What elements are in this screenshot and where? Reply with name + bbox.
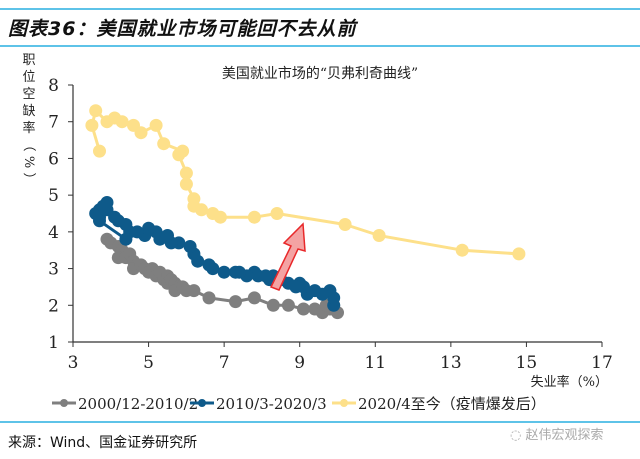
x-tick-label: 17 — [591, 353, 613, 373]
data-point — [157, 137, 171, 151]
y-axis-label-char: 缺 — [22, 104, 35, 119]
watermark: ◌ 赵伟宏观探索 — [510, 424, 604, 443]
data-point — [127, 118, 140, 132]
data-point — [281, 298, 295, 312]
y-axis-label-char: 率 — [22, 120, 35, 136]
data-point — [266, 298, 280, 312]
data-point — [187, 192, 201, 206]
y-tick-label: 2 — [48, 296, 59, 316]
source-note: 来源：Wind、国金证券研究所 — [8, 435, 198, 451]
data-point — [85, 118, 99, 132]
series-0 — [100, 232, 344, 320]
bottom-rule — [0, 421, 640, 423]
y-axis-label-char: 空 — [22, 87, 35, 102]
y-axis-label-char: 职 — [22, 53, 35, 68]
red-arrow-icon — [269, 222, 306, 291]
y-tick-label: 4 — [48, 223, 59, 243]
y-tick-label: 5 — [48, 186, 59, 206]
annotation-arrow — [269, 222, 306, 291]
data-point — [93, 144, 106, 158]
x-tick-label: 3 — [68, 353, 79, 373]
wechat-icon: ◌ — [510, 428, 526, 443]
legend: 2000/12-2010/2 2010/3-2020/3 2020/4至今（疫情爆发… — [52, 395, 546, 410]
legend-label: 2020/4至今（疫情爆发后） — [358, 395, 546, 410]
legend-marker — [198, 399, 206, 407]
series-1 — [89, 196, 341, 312]
legend-marker — [340, 399, 348, 407]
legend-marker — [60, 399, 68, 407]
data-point — [179, 166, 193, 180]
y-tick-label: 8 — [48, 76, 59, 96]
data-point — [372, 229, 386, 242]
y-tick-label: 6 — [48, 149, 59, 169]
data-point — [89, 104, 103, 118]
x-tick-label: 5 — [143, 353, 154, 373]
watermark-text: 赵伟宏观探索 — [525, 428, 604, 443]
data-point — [100, 115, 114, 129]
legend-label: 2010/3-2020/3 — [216, 395, 327, 410]
data-point — [229, 265, 242, 279]
title-rule — [0, 45, 640, 47]
legend-item: 2010/3-2020/3 — [190, 395, 327, 410]
figure-title: 图表36：美国就业市场可能回不去从前 — [8, 18, 357, 40]
data-point — [297, 302, 310, 316]
y-axis-label-char: （ — [21, 138, 36, 151]
data-point — [119, 232, 133, 246]
top-rule — [0, 8, 640, 10]
data-point — [202, 258, 216, 272]
data-point — [187, 284, 201, 298]
data-point — [149, 118, 163, 132]
x-tick-label: 9 — [294, 353, 305, 373]
data-point — [100, 196, 114, 209]
series-layer — [85, 104, 526, 320]
y-tick-label: 1 — [48, 333, 59, 353]
axes: 1 2 3 4 5 6 7 8 3 5 7 9 11 13 15 17 — [48, 76, 613, 373]
y-axis-label-char: % — [21, 156, 36, 168]
x-axis-label: 失业率（%） — [531, 374, 608, 390]
x-tick-label: 7 — [219, 353, 230, 373]
x-tick-label: 11 — [364, 353, 386, 373]
data-point — [176, 144, 190, 158]
data-point — [229, 295, 242, 309]
legend-item: 2000/12-2010/2 — [52, 395, 198, 410]
x-tick-label: 13 — [440, 353, 462, 373]
data-point — [179, 177, 193, 191]
y-axis-label-char: ） — [21, 172, 36, 185]
data-point — [455, 243, 469, 257]
data-point — [512, 247, 526, 261]
data-point — [338, 218, 352, 231]
y-axis-label-char: 位 — [22, 70, 35, 85]
x-tick-label: 15 — [516, 353, 538, 373]
y-tick-label: 7 — [48, 113, 59, 133]
data-point — [247, 210, 261, 224]
data-point — [183, 240, 197, 253]
series-2 — [85, 104, 526, 261]
chart-title: 美国就业市场的“贝弗利奇曲线” — [222, 65, 418, 82]
legend-item: 2020/4至今（疫情爆发后） — [332, 395, 546, 410]
data-point — [93, 214, 106, 228]
legend-label: 2000/12-2010/2 — [78, 395, 198, 410]
data-point — [202, 291, 216, 305]
data-point — [270, 207, 284, 220]
data-point — [217, 265, 231, 279]
data-point — [247, 291, 261, 305]
data-point — [206, 207, 220, 220]
y-tick-label: 3 — [48, 260, 59, 280]
